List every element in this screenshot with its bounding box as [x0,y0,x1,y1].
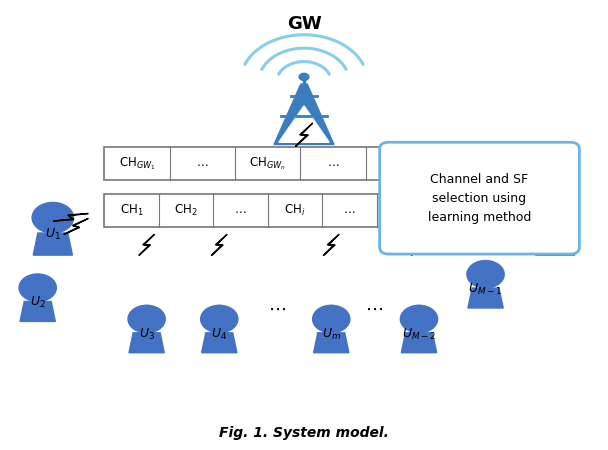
Text: $\cdots$: $\cdots$ [268,300,286,318]
Polygon shape [33,233,72,255]
Circle shape [299,73,309,81]
FancyBboxPatch shape [105,147,431,180]
Circle shape [313,305,350,333]
Polygon shape [435,218,463,230]
Text: $\mathrm{CH}_{GW_1}$: $\mathrm{CH}_{GW_1}$ [119,155,155,172]
Polygon shape [64,218,88,234]
Text: $\mathrm{CH}_I$: $\mathrm{CH}_I$ [393,203,415,218]
Text: $\cdots$: $\cdots$ [343,204,356,217]
Text: $U_1$: $U_1$ [45,226,61,242]
Polygon shape [447,200,482,207]
Text: $U_3$: $U_3$ [139,327,154,342]
Circle shape [467,261,504,288]
Text: GW: GW [286,15,322,33]
Text: $U_{M-1}$: $U_{M-1}$ [469,282,503,297]
Polygon shape [407,211,443,248]
Text: Fig. 1. System model.: Fig. 1. System model. [219,426,389,440]
Polygon shape [401,333,437,353]
Text: $\cdots$: $\cdots$ [234,204,247,217]
Circle shape [201,305,238,333]
Polygon shape [411,234,427,256]
FancyBboxPatch shape [105,194,431,227]
Polygon shape [139,234,154,256]
Polygon shape [202,333,237,353]
Text: $\mathrm{CH}_i$: $\mathrm{CH}_i$ [284,203,306,218]
Polygon shape [279,106,329,142]
Polygon shape [536,233,575,255]
Circle shape [400,305,438,333]
Text: $U_4$: $U_4$ [211,327,227,342]
FancyBboxPatch shape [379,142,579,254]
Polygon shape [323,234,339,256]
Text: $\mathrm{CH}_1$: $\mathrm{CH}_1$ [120,203,143,218]
Text: $U_M$: $U_M$ [546,226,564,242]
Polygon shape [468,288,503,308]
Circle shape [19,274,57,302]
Polygon shape [20,302,55,321]
Text: $U_2$: $U_2$ [30,295,46,310]
Polygon shape [54,213,88,221]
Polygon shape [212,234,227,256]
Polygon shape [274,84,334,144]
Polygon shape [314,333,349,353]
Text: $\mathrm{CH}_{GW_n}$: $\mathrm{CH}_{GW_n}$ [249,155,286,172]
Circle shape [32,202,74,233]
Circle shape [128,305,165,333]
Polygon shape [407,211,443,248]
Polygon shape [129,333,164,353]
Text: Channel and SF
selection using
learning method: Channel and SF selection using learning … [428,173,531,224]
Text: $\mathrm{CH}_{GW_N}$: $\mathrm{CH}_{GW_N}$ [379,155,417,172]
Text: $\cdots$: $\cdots$ [365,300,382,318]
Text: $\mathrm{CH}_2$: $\mathrm{CH}_2$ [174,203,198,218]
Text: $\cdots$: $\cdots$ [327,157,339,170]
Circle shape [534,202,576,233]
Text: $\cdots$: $\cdots$ [196,157,209,170]
Text: $U_m$: $U_m$ [322,327,340,342]
Text: $U_{M-2}$: $U_{M-2}$ [402,327,436,342]
Polygon shape [295,123,313,147]
